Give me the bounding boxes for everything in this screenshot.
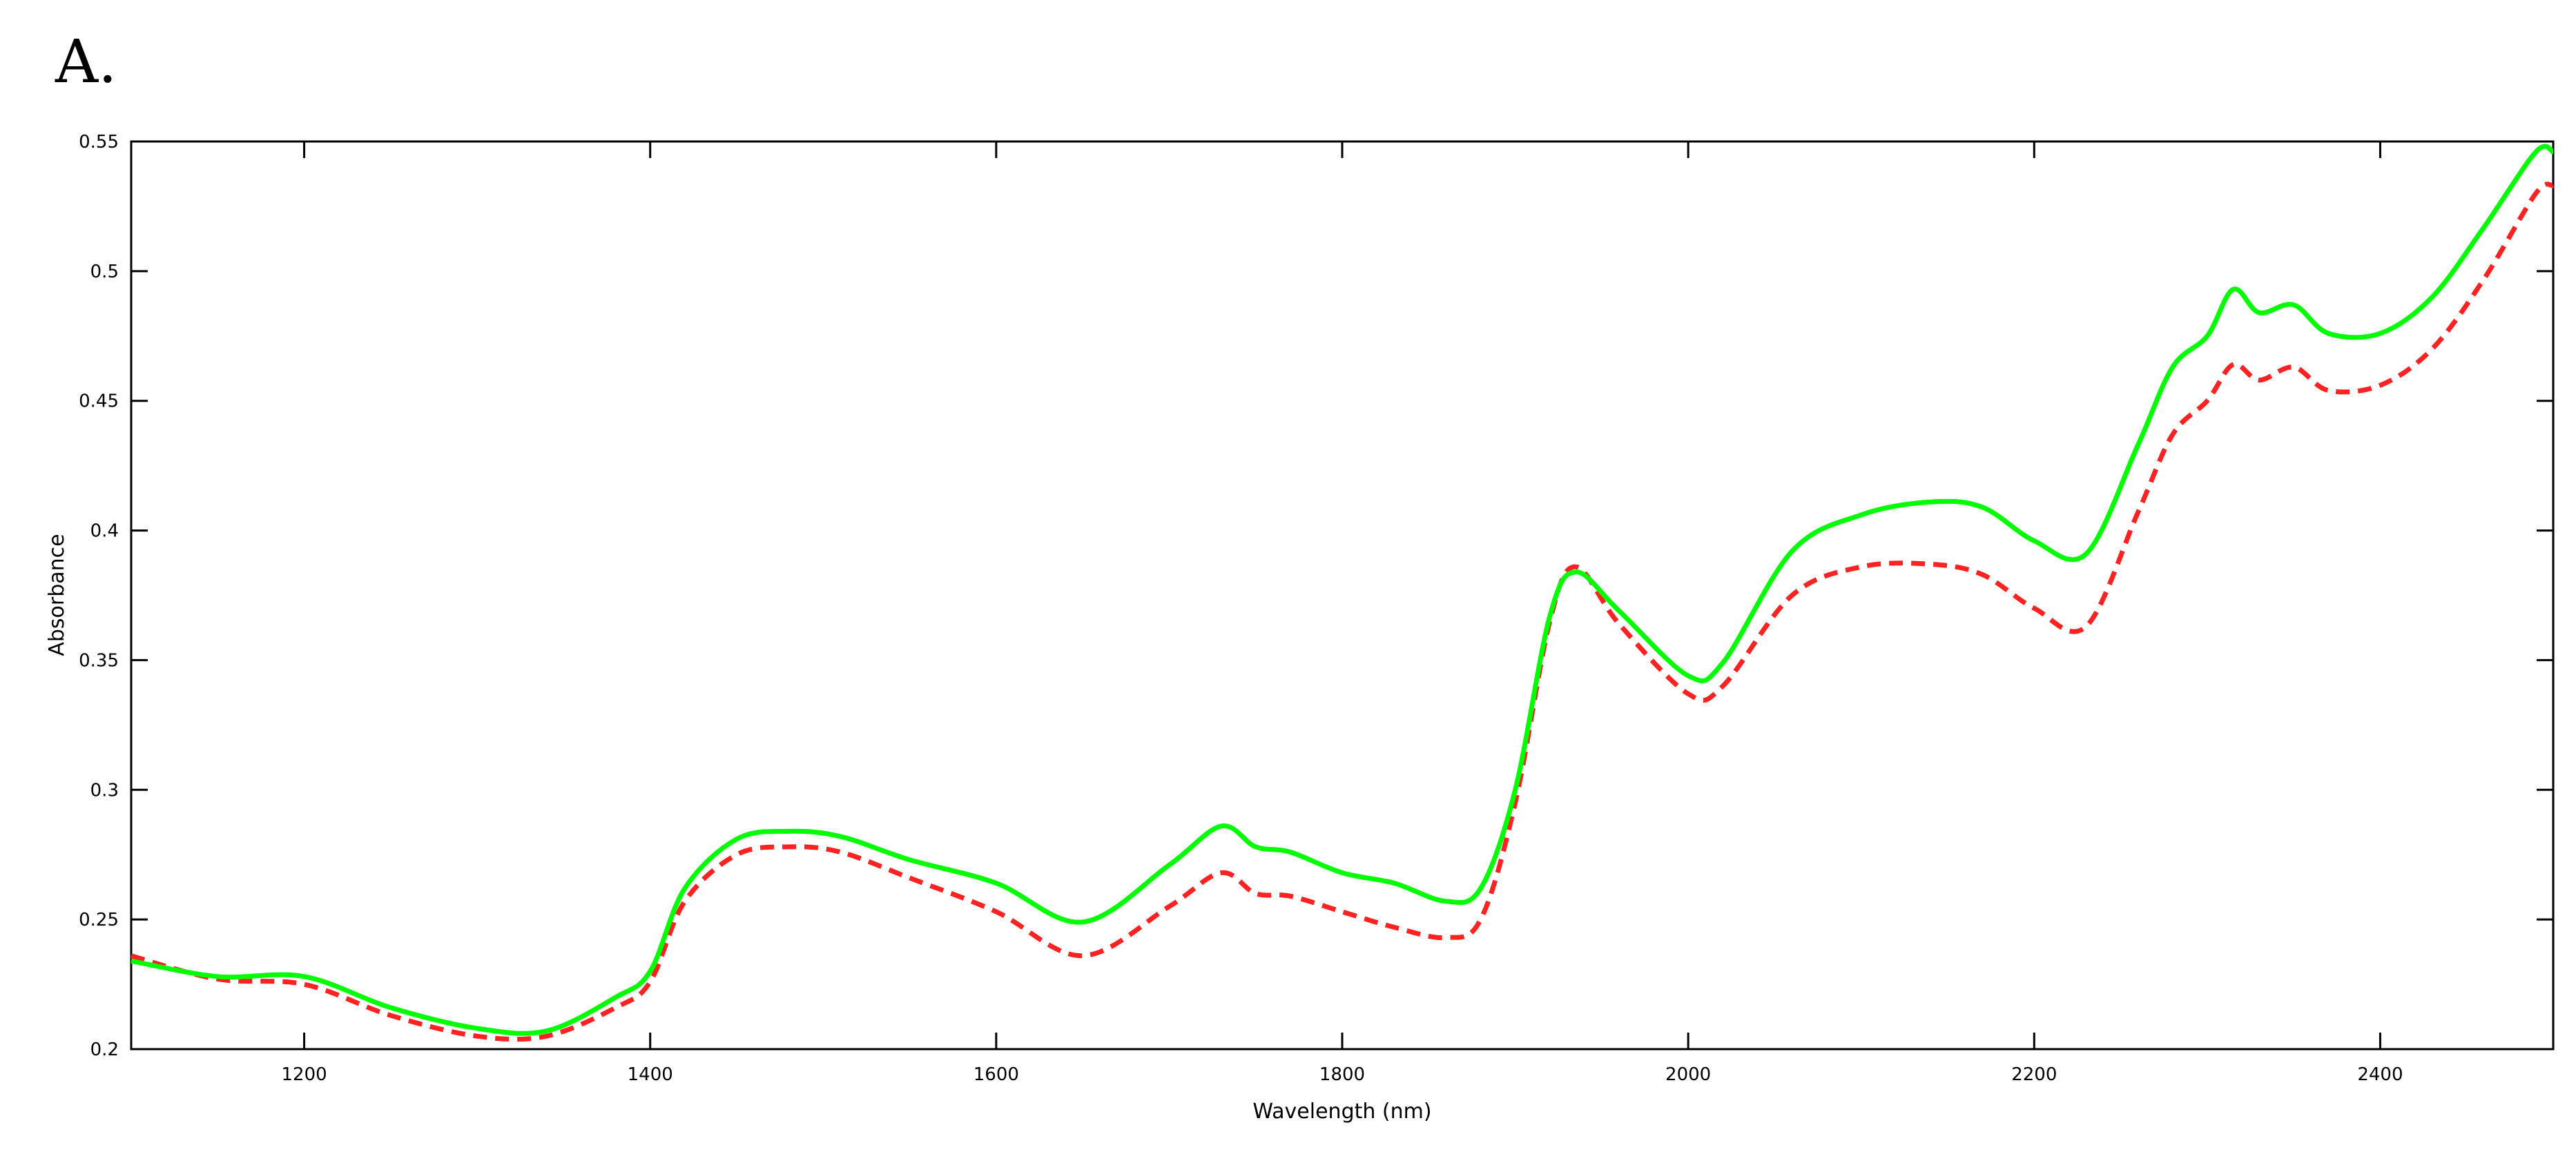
x-tick-label: 2200 — [2011, 1064, 2057, 1085]
x-tick-label: 1200 — [281, 1064, 327, 1085]
axis-ticks: 1200 1400 1600 1800 2000 2200 2400 0.2 0.25 0.3 0.… — [79, 132, 2553, 1085]
y-tick-label: 0.2 — [90, 1039, 119, 1060]
y-tick-label: 0.3 — [90, 780, 119, 801]
y-tick-label: 0.55 — [79, 132, 119, 153]
y-tick-label: 0.25 — [79, 910, 119, 930]
x-tick-label: 1600 — [974, 1064, 1019, 1085]
x-tick-label: 1400 — [628, 1064, 673, 1085]
series-dashed-red-line — [130, 182, 2555, 1042]
panel-label: A. — [55, 28, 117, 97]
y-tick-label: 0.35 — [79, 650, 119, 671]
y-tick-label: 0.5 — [90, 262, 119, 282]
x-tick-label: 1800 — [1319, 1064, 1365, 1085]
x-tick-label: 2000 — [1665, 1064, 1711, 1085]
x-axis-title: Wavelength (nm) — [1252, 1100, 1431, 1124]
series-solid-green-line — [130, 144, 2555, 1036]
y-tick-label: 0.45 — [79, 391, 119, 412]
y-axis-title: Absorbance — [45, 534, 69, 656]
series-group — [130, 144, 2555, 1042]
y-tick-label: 0.4 — [90, 521, 119, 542]
x-tick-label: 2400 — [2357, 1064, 2403, 1085]
plot-frame — [130, 140, 2555, 1051]
